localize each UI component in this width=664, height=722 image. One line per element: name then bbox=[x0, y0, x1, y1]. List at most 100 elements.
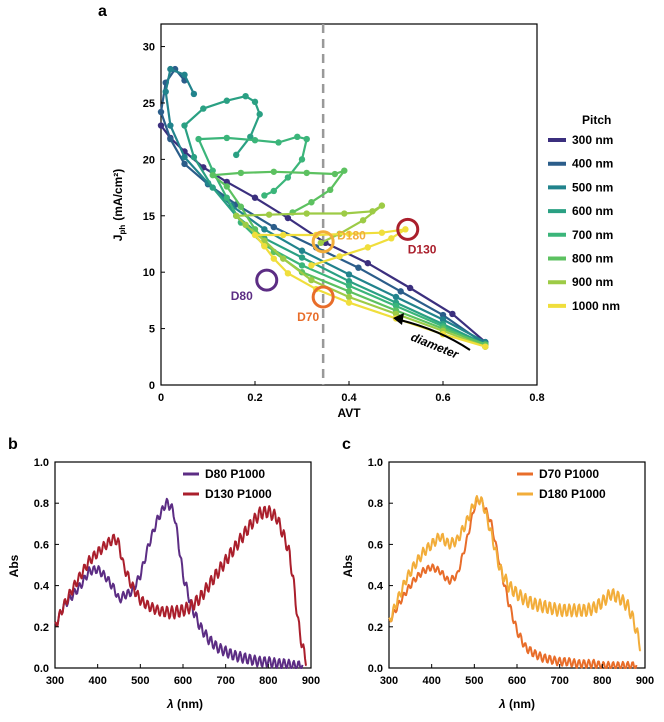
y-ticks-c: 0.0 0.2 0.4 0.6 0.8 1.0 bbox=[368, 457, 393, 675]
legend-entry: D180 P1000 bbox=[539, 487, 606, 501]
y-tick-label: 10 bbox=[143, 267, 155, 279]
data-point bbox=[336, 253, 343, 260]
marker-label-d180: D180 bbox=[337, 229, 366, 243]
y-tick-label: 1.0 bbox=[34, 457, 49, 469]
data-point bbox=[364, 259, 371, 267]
plot-frame-a bbox=[160, 23, 538, 386]
data-point bbox=[298, 156, 306, 163]
x-axis-label-c: λ (nm) bbox=[498, 697, 535, 711]
data-point bbox=[270, 255, 277, 262]
data-point bbox=[181, 122, 188, 129]
y-tick-label: 30 bbox=[143, 42, 155, 54]
chart-panel-c: c 300 400 500 600 700 800 900 0.0 0.2 0.4 0.6 0.8 1… bbox=[341, 436, 654, 711]
data-point bbox=[298, 262, 306, 269]
data-point bbox=[317, 239, 324, 247]
y-axis-label-main-a: J bbox=[111, 235, 125, 242]
x-ticks-b: 300 400 500 600 700 800 900 bbox=[46, 664, 320, 687]
data-point bbox=[247, 133, 254, 141]
data-point bbox=[237, 203, 245, 210]
panel-label-b: b bbox=[8, 436, 18, 453]
legend-entry: 700 nm bbox=[572, 228, 613, 242]
data-point bbox=[298, 247, 306, 254]
data-point bbox=[167, 122, 174, 129]
x-tick-label: 0.4 bbox=[341, 392, 357, 404]
x-axis-label-a: AVT bbox=[337, 406, 361, 420]
highlight-ring-d130 bbox=[396, 217, 420, 241]
y-tick-label: 20 bbox=[143, 154, 155, 166]
data-point bbox=[167, 135, 174, 143]
y-tick-label: 1.0 bbox=[368, 457, 383, 469]
x-axis-label-rest-b: (nm) bbox=[174, 697, 203, 711]
y-tick-label: 0.6 bbox=[34, 539, 49, 551]
legend-entry: 800 nm bbox=[572, 252, 613, 266]
data-point bbox=[251, 194, 259, 201]
data-point bbox=[345, 271, 353, 278]
data-point bbox=[303, 169, 310, 177]
y-axis-label-c: Abs bbox=[341, 554, 355, 577]
x-tick-label: 900 bbox=[302, 675, 320, 687]
legend-a: Pitch 300 nm 400 nm 500 nm 600 nm 700 nm 800 … bbox=[548, 113, 620, 313]
data-point bbox=[233, 151, 240, 159]
data-point bbox=[284, 214, 292, 222]
data-point bbox=[261, 243, 268, 250]
chart-panel-b: b 300 400 500 600 700 800 900 0.0 0.2 0.4 0.6 0.8 1… bbox=[7, 436, 320, 711]
data-point bbox=[190, 90, 198, 98]
data-point bbox=[223, 97, 230, 104]
data-point bbox=[242, 221, 249, 229]
spectrum-line-d130-p1000 bbox=[54, 505, 307, 667]
data-point bbox=[280, 255, 287, 262]
x-axis-label-b: λ (nm) bbox=[166, 697, 203, 711]
series-600-nm bbox=[181, 93, 489, 348]
x-tick-label: 300 bbox=[46, 675, 64, 687]
data-point bbox=[378, 202, 386, 209]
series-900-nm bbox=[233, 202, 489, 350]
y-axis-label-b: Abs bbox=[7, 554, 21, 577]
data-point bbox=[270, 223, 277, 231]
x-tick-label: 800 bbox=[259, 675, 277, 687]
x-axis-label-greek-b: λ bbox=[166, 697, 174, 711]
spectrum-line-d80-p1000 bbox=[54, 497, 304, 669]
data-point bbox=[181, 160, 188, 168]
x-ticks-c: 300 400 500 600 700 800 900 bbox=[380, 664, 654, 687]
y-tick-label: 0.2 bbox=[368, 622, 383, 634]
x-tick-label: 300 bbox=[380, 675, 398, 687]
x-axis-label-rest-c: (nm) bbox=[506, 697, 535, 711]
data-point bbox=[308, 276, 315, 284]
y-ticks-b: 0.0 0.2 0.4 0.6 0.8 1.0 bbox=[34, 457, 59, 675]
data-point bbox=[275, 139, 282, 146]
spectrum-line-d70-p1000 bbox=[388, 497, 638, 669]
y-tick-label: 0.4 bbox=[34, 581, 50, 593]
legend-entry: 1000 nm bbox=[572, 299, 620, 313]
data-point bbox=[392, 310, 400, 318]
data-point bbox=[233, 212, 240, 219]
y-tick-label: 0.8 bbox=[34, 498, 49, 510]
series-group-c bbox=[388, 495, 642, 669]
data-point bbox=[251, 98, 259, 106]
data-point bbox=[345, 293, 353, 301]
data-point bbox=[284, 174, 292, 181]
highlight-ring-d80 bbox=[255, 268, 279, 292]
data-point bbox=[341, 167, 348, 174]
x-tick-label: 400 bbox=[422, 675, 440, 687]
data-point bbox=[345, 299, 353, 306]
legend-entry: 300 nm bbox=[572, 133, 613, 147]
data-point bbox=[303, 135, 310, 143]
data-point bbox=[237, 169, 245, 177]
data-point bbox=[345, 278, 353, 285]
series-group-a bbox=[157, 65, 489, 350]
data-point bbox=[369, 208, 376, 215]
data-point bbox=[355, 264, 362, 271]
data-point bbox=[402, 226, 409, 233]
y-tick-label: 0.8 bbox=[368, 498, 383, 510]
data-point bbox=[181, 71, 188, 78]
x-tick-label: 700 bbox=[550, 675, 568, 687]
legend-entry: D80 P1000 bbox=[205, 467, 265, 481]
data-point bbox=[341, 210, 348, 217]
marker-label-d70: D70 bbox=[297, 310, 319, 324]
series-group-b bbox=[54, 497, 307, 669]
marker-label-d80: D80 bbox=[231, 289, 253, 303]
data-point bbox=[209, 167, 216, 174]
data-point bbox=[157, 108, 165, 116]
data-point bbox=[388, 235, 395, 242]
